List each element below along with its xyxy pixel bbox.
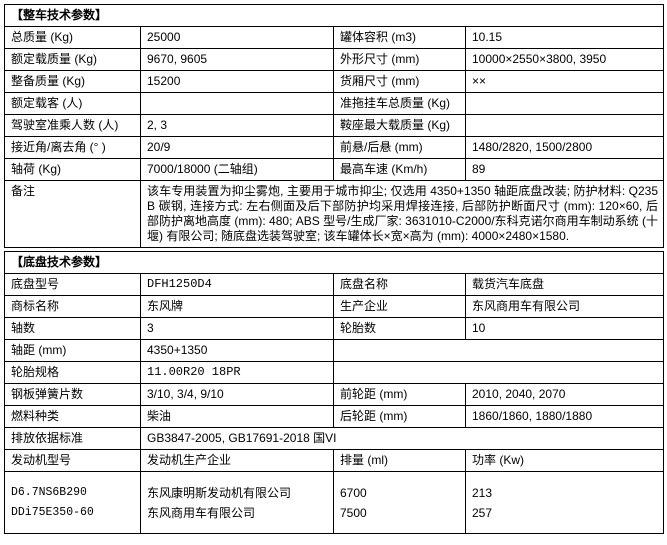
engine-displacement-cell: 6700 7500 bbox=[333, 471, 466, 534]
row-value-leaf-springs: 3/10, 3/4, 9/10 bbox=[140, 383, 334, 406]
row-label-approach-angle: 接近角/离去角 (° ) bbox=[4, 136, 141, 159]
row-value-cargo-box: ×× bbox=[464, 70, 665, 93]
engine-maker-1: 东风康明斯发动机有限公司 bbox=[147, 485, 292, 500]
row-value-axle-count: 3 bbox=[140, 317, 334, 340]
row-value-max-speed: 89 bbox=[464, 158, 665, 181]
section-header-row: 【底盘技术参数】 bbox=[3, 251, 665, 274]
vehicle-section-title: 【整车技术参数】 bbox=[3, 4, 665, 27]
row-value-tank-volume: 10.15 bbox=[464, 26, 665, 49]
row-value-dimensions: 10000×2550×3800, 3950 bbox=[464, 48, 665, 71]
row-label-emission-standard: 排放依据标准 bbox=[4, 427, 141, 450]
engine-maker-cell: 东风康明斯发动机有限公司 东风商用车有限公司 bbox=[140, 471, 334, 534]
row-value-rear-track: 1860/1860, 1880/1880 bbox=[464, 405, 665, 428]
row-value-wheelbase: 4350+1350 bbox=[140, 339, 334, 362]
row-value-brand: 东风牌 bbox=[140, 295, 334, 318]
row-label-axle-count: 轴数 bbox=[4, 317, 141, 340]
row-label-wheelbase: 轴距 (mm) bbox=[4, 339, 141, 362]
table-row: 额定载质量 (Kg) 9670, 9605 外形尺寸 (mm) 10000×25… bbox=[4, 48, 665, 71]
row-value-front-track: 2010, 2040, 2070 bbox=[464, 383, 665, 406]
remark-text: 该车专用装置为抑尘雾炮, 主要用于城市抑尘; 仅选用 4350+1350 轴距底… bbox=[139, 180, 665, 248]
row-label-manufacturer: 生产企业 bbox=[333, 295, 466, 318]
row-label-leaf-springs: 钢板弹簧片数 bbox=[4, 383, 141, 406]
row-label-fuel-type: 燃料种类 bbox=[4, 405, 141, 428]
table-row: 总质量 (Kg) 25000 罐体容积 (m3) 10.15 bbox=[4, 26, 665, 49]
table-row: 接近角/离去角 (° ) 20/9 前悬/后悬 (mm) 1480/2820, … bbox=[4, 136, 665, 159]
table-row: 整备质量 (Kg) 15200 货厢尺寸 (mm) ×× bbox=[4, 70, 665, 93]
table-row: 轮胎规格 11.00R20 18PR bbox=[4, 361, 665, 384]
spec-sheet-page: 【整车技术参数】 总质量 (Kg) 25000 罐体容积 (m3) 10.15 … bbox=[3, 4, 665, 534]
row-label-saddle-load: 鞍座最大载质量 (Kg) bbox=[333, 114, 466, 137]
table-row: 额定载客 (人) 准拖挂车总质量 (Kg) bbox=[4, 92, 665, 115]
row-value-cab-seats: 2, 3 bbox=[140, 114, 334, 137]
chassis-spec-table: 【底盘技术参数】 底盘型号 DFH1250D4 底盘名称 载货汽车底盘 商标名称… bbox=[3, 251, 665, 534]
row-label-rated-passengers: 额定载客 (人) bbox=[4, 92, 141, 115]
engine-col-header-maker: 发动机生产企业 bbox=[140, 449, 334, 472]
engine-model-cell: D6.7NS6B290 DDi75E350-60 bbox=[4, 471, 141, 534]
engine-maker-2: 东风商用车有限公司 bbox=[147, 505, 256, 520]
row-value-rated-load: 9670, 9605 bbox=[140, 48, 334, 71]
row-label-max-speed: 最高车速 (Km/h) bbox=[333, 158, 466, 181]
engine-power-cell: 213 257 bbox=[464, 471, 665, 534]
row-value-curb-mass: 15200 bbox=[140, 70, 334, 93]
table-row: 轴数 3 轮胎数 10 bbox=[4, 317, 665, 340]
row-label-curb-mass: 整备质量 (Kg) bbox=[4, 70, 141, 93]
empty-cell bbox=[332, 361, 665, 384]
row-value-total-mass: 25000 bbox=[140, 26, 334, 49]
row-label-dimensions: 外形尺寸 (mm) bbox=[333, 48, 466, 71]
table-row: 钢板弹簧片数 3/10, 3/4, 9/10 前轮距 (mm) 2010, 20… bbox=[4, 383, 665, 406]
row-label-trailer-mass: 准拖挂车总质量 (Kg) bbox=[333, 92, 466, 115]
table-row: 轴距 (mm) 4350+1350 bbox=[4, 339, 665, 362]
row-value-axle-load: 7000/18000 (二轴组) bbox=[140, 158, 334, 181]
row-value-saddle-load bbox=[464, 114, 665, 137]
row-label-chassis-name: 底盘名称 bbox=[333, 273, 466, 296]
row-value-chassis-name: 载货汽车底盘 bbox=[464, 273, 665, 296]
engine-displacement-2: 7500 bbox=[340, 505, 367, 520]
row-label-total-mass: 总质量 (Kg) bbox=[4, 26, 141, 49]
row-label-overhang: 前悬/后悬 (mm) bbox=[333, 136, 466, 159]
engine-col-header-model: 发动机型号 bbox=[4, 449, 141, 472]
row-value-tire-spec: 11.00R20 18PR bbox=[140, 361, 334, 384]
row-label-cab-seats: 驾驶室准乘人数 (人) bbox=[4, 114, 141, 137]
row-value-manufacturer: 东风商用车有限公司 bbox=[464, 295, 665, 318]
table-row: 底盘型号 DFH1250D4 底盘名称 载货汽车底盘 bbox=[4, 273, 665, 296]
row-label-tire-spec: 轮胎规格 bbox=[4, 361, 141, 384]
row-value-overhang: 1480/2820, 1500/2800 bbox=[464, 136, 665, 159]
emission-row: 排放依据标准 GB3847-2005, GB17691-2018 国VI bbox=[4, 427, 665, 450]
remark-row: 备注 该车专用装置为抑尘雾炮, 主要用于城市抑尘; 仅选用 4350+1350 … bbox=[4, 180, 665, 248]
row-label-rated-load: 额定载质量 (Kg) bbox=[4, 48, 141, 71]
engine-data-row: D6.7NS6B290 DDi75E350-60 东风康明斯发动机有限公司 东风… bbox=[4, 471, 665, 534]
table-row: 轴荷 (Kg) 7000/18000 (二轴组) 最高车速 (Km/h) 89 bbox=[4, 158, 665, 181]
vehicle-spec-table: 【整车技术参数】 总质量 (Kg) 25000 罐体容积 (m3) 10.15 … bbox=[3, 4, 665, 248]
row-label-chassis-model: 底盘型号 bbox=[4, 273, 141, 296]
row-label-front-track: 前轮距 (mm) bbox=[333, 383, 466, 406]
table-row: 商标名称 东风牌 生产企业 东风商用车有限公司 bbox=[4, 295, 665, 318]
row-value-trailer-mass bbox=[464, 92, 665, 115]
row-value-chassis-model: DFH1250D4 bbox=[140, 273, 334, 296]
chassis-section-title: 【底盘技术参数】 bbox=[3, 251, 665, 274]
row-value-fuel-type: 柴油 bbox=[140, 405, 334, 428]
engine-displacement-1: 6700 bbox=[340, 485, 367, 500]
row-value-tire-count: 10 bbox=[464, 317, 665, 340]
section-header-row: 【整车技术参数】 bbox=[3, 4, 665, 27]
remark-label: 备注 bbox=[4, 180, 141, 248]
row-label-tank-volume: 罐体容积 (m3) bbox=[333, 26, 466, 49]
row-value-emission-standard: GB3847-2005, GB17691-2018 国VI bbox=[139, 427, 665, 450]
row-label-axle-load: 轴荷 (Kg) bbox=[4, 158, 141, 181]
engine-col-header-displacement: 排量 (ml) bbox=[333, 449, 466, 472]
empty-cell bbox=[332, 339, 665, 362]
engine-model-2: DDi75E350-60 bbox=[11, 505, 94, 519]
engine-power-1: 213 bbox=[472, 485, 493, 500]
row-label-brand: 商标名称 bbox=[4, 295, 141, 318]
row-value-approach-angle: 20/9 bbox=[140, 136, 334, 159]
engine-col-header-power: 功率 (Kw) bbox=[464, 449, 665, 472]
engine-header-row: 发动机型号 发动机生产企业 排量 (ml) 功率 (Kw) bbox=[4, 449, 665, 472]
engine-power-2: 257 bbox=[472, 505, 493, 520]
row-value-rated-passengers bbox=[140, 92, 334, 115]
row-label-rear-track: 后轮距 (mm) bbox=[333, 405, 466, 428]
row-label-tire-count: 轮胎数 bbox=[333, 317, 466, 340]
engine-model-1: D6.7NS6B290 bbox=[11, 485, 87, 499]
table-row: 燃料种类 柴油 后轮距 (mm) 1860/1860, 1880/1880 bbox=[4, 405, 665, 428]
table-row: 驾驶室准乘人数 (人) 2, 3 鞍座最大载质量 (Kg) bbox=[4, 114, 665, 137]
row-label-cargo-box: 货厢尺寸 (mm) bbox=[333, 70, 466, 93]
